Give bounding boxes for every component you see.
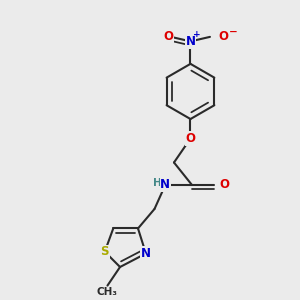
Text: N: N: [160, 178, 170, 191]
Text: +: +: [193, 30, 201, 39]
Text: N: N: [141, 247, 151, 260]
Text: −: −: [229, 26, 238, 37]
Text: N: N: [185, 35, 196, 48]
Text: O: O: [218, 30, 229, 44]
Text: H: H: [152, 178, 161, 188]
Text: S: S: [100, 245, 109, 258]
Text: CH₃: CH₃: [97, 287, 118, 297]
Text: O: O: [185, 132, 196, 145]
Text: O: O: [164, 30, 174, 44]
Text: O: O: [219, 178, 230, 191]
